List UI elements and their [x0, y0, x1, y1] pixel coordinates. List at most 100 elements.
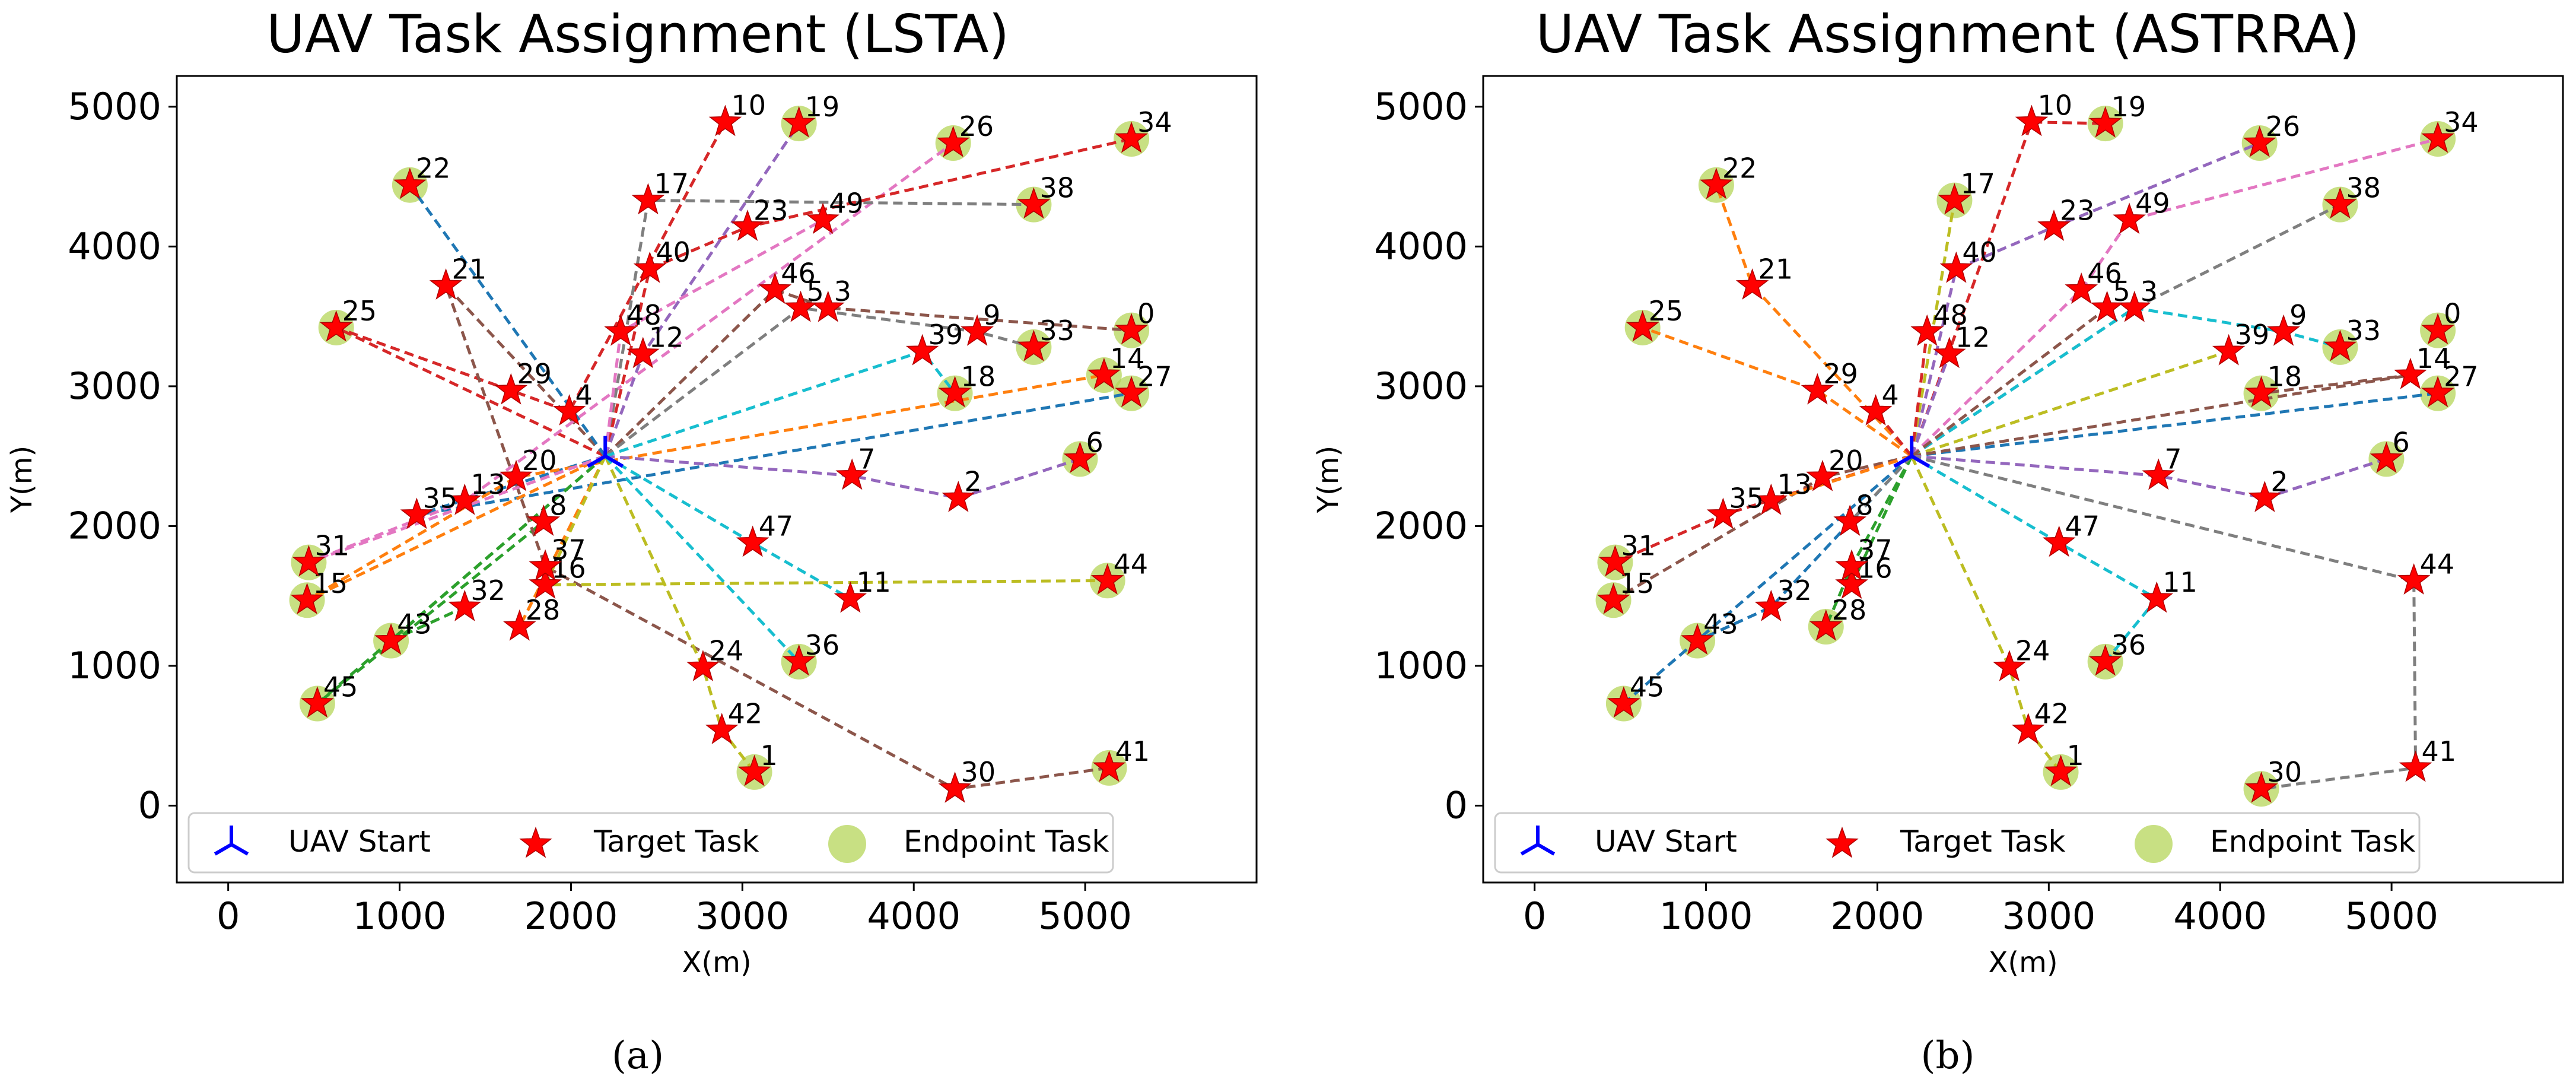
target-label: 29 [1823, 358, 1858, 390]
target-label: 22 [1722, 153, 1757, 185]
target-label: 14 [1110, 342, 1145, 374]
target-marker-9 [2267, 314, 2300, 346]
target-marker-41 [1092, 750, 1126, 782]
target-marker-40 [1939, 251, 1973, 283]
target-marker-46 [2065, 272, 2098, 304]
uav-start-marker [587, 436, 624, 468]
target-label: 40 [1962, 236, 1997, 268]
target-marker-7 [2142, 458, 2176, 490]
target-label: 15 [313, 567, 348, 599]
route-line-26 [1910, 307, 2108, 458]
target-label: 33 [2346, 315, 2381, 347]
target-label: 48 [626, 299, 662, 331]
target-label: 7 [2164, 443, 2181, 475]
x-tick-label: 4000 [867, 894, 961, 938]
target-marker-6 [2370, 442, 2403, 474]
target-marker-22 [1700, 167, 1733, 199]
target-label: 32 [470, 574, 505, 607]
target-label: 18 [2267, 361, 2303, 393]
target-marker-44 [2397, 563, 2431, 595]
target-marker-37 [1835, 549, 1868, 581]
target-marker-8 [527, 504, 561, 537]
x-tick-label: 0 [217, 894, 240, 938]
target-marker-27 [1115, 376, 1148, 408]
target-marker-11 [2140, 581, 2174, 613]
legend-endpoint-icon [2135, 825, 2173, 863]
target-marker-0 [2421, 313, 2454, 345]
target-marker-16 [529, 567, 562, 599]
target-label: 0 [2444, 298, 2461, 330]
target-label: 39 [928, 319, 963, 351]
target-label: 40 [656, 236, 691, 268]
target-marker-49 [2113, 202, 2146, 234]
target-marker-13 [1754, 483, 1788, 515]
x-axis-label: X(m) [1988, 946, 2057, 979]
target-label: 22 [416, 153, 451, 185]
target-label: 7 [858, 443, 875, 475]
route-line-18 [543, 455, 1108, 586]
target-label: 10 [731, 90, 766, 122]
legend-target-icon [519, 826, 552, 858]
target-label: 44 [2420, 548, 2455, 580]
target-marker-5 [2090, 290, 2124, 322]
target-marker-45 [301, 686, 334, 718]
target-label: 47 [2065, 510, 2100, 542]
target-label: 41 [1115, 735, 1150, 767]
legend-uav-start-icon [1520, 826, 1556, 856]
route-line-19 [605, 350, 956, 458]
target-marker-4 [1859, 394, 1893, 426]
target-marker-35 [400, 497, 434, 529]
y-tick-label: 5000 [68, 85, 161, 128]
target-label: 42 [2034, 697, 2069, 729]
route-line-12 [1912, 455, 2387, 500]
x-tick-label: 2000 [1831, 894, 1925, 938]
y-tick-label: 4000 [1374, 224, 1468, 268]
target-marker-24 [686, 650, 720, 681]
panel-caption: (b) [1921, 1034, 1975, 1078]
target-marker-47 [2042, 525, 2076, 557]
target-label: 31 [1621, 530, 1656, 562]
target-label: 18 [961, 361, 996, 393]
target-marker-49 [806, 202, 839, 234]
target-marker-48 [604, 314, 638, 346]
target-marker-38 [2323, 187, 2357, 219]
y-tick-label: 3000 [1374, 364, 1468, 408]
target-marker-43 [1681, 623, 1714, 655]
route-line-0 [1623, 455, 1913, 705]
target-marker-1 [2044, 754, 2078, 786]
target-marker-34 [2421, 121, 2454, 153]
route-line-9 [604, 455, 851, 601]
target-label: 21 [1758, 253, 1793, 285]
route-layer [306, 121, 1132, 791]
target-marker-10 [2015, 104, 2049, 136]
target-label: 2 [964, 465, 981, 497]
target-label: 45 [1630, 671, 1665, 703]
y-tick-label: 1000 [68, 644, 161, 687]
x-tick-label: 3000 [695, 894, 789, 938]
target-label: 33 [1039, 315, 1074, 347]
legend-label-uav-start: UAV Start [1595, 824, 1737, 859]
target-marker-11 [834, 581, 867, 613]
target-marker-15 [290, 582, 324, 614]
target-marker-23 [2037, 209, 2071, 241]
route-line-19 [1910, 200, 1956, 457]
target-label: 39 [2235, 319, 2270, 351]
target-marker-33 [1017, 329, 1051, 361]
target-label: 48 [1933, 299, 1968, 331]
route-line-4 [605, 455, 1081, 500]
uav-start-marker [1893, 436, 1931, 468]
route-line-25 [1770, 455, 1912, 503]
panel-caption: (a) [612, 1034, 664, 1078]
x-axis-label: X(m) [682, 946, 751, 979]
target-label: 5 [2113, 275, 2130, 307]
target-label: 46 [2087, 257, 2122, 289]
route-line-20 [604, 455, 800, 663]
target-label: 24 [709, 634, 744, 666]
route-line-9 [1910, 306, 2341, 458]
target-marker-27 [2421, 376, 2454, 408]
route-line-13 [603, 137, 1132, 457]
target-label: 35 [422, 482, 457, 515]
y-tick-label: 0 [1445, 783, 1468, 827]
target-marker-25 [1626, 310, 1659, 342]
